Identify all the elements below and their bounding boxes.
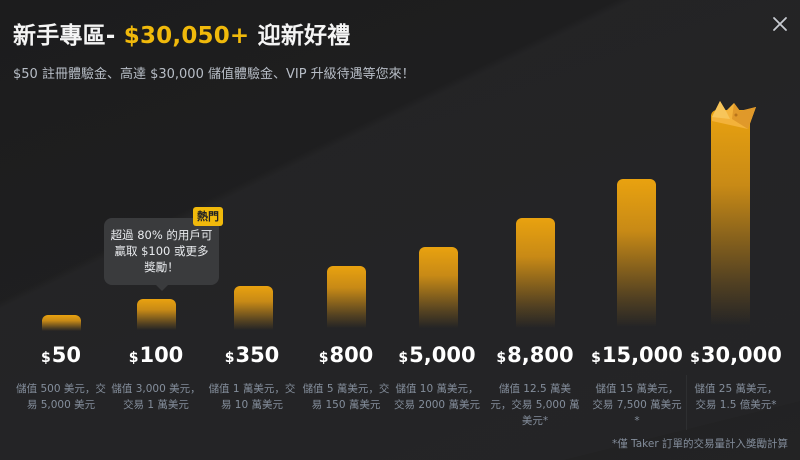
tier-amount: $8,800 [496, 343, 574, 367]
crown-icon [712, 101, 756, 129]
footnote: *僅 Taker 訂單的交易量計入獎勵計算 [611, 438, 788, 450]
tier-description: 儲值 5 萬美元，交易 150 萬美元 [302, 383, 390, 411]
tier-bar-800 [327, 266, 366, 328]
tier-amount: $5,000 [398, 343, 476, 367]
modal-subtitle: $50 註冊體驗金、高達 $30,000 儲值體驗金、VIP 升級待遇等您來！ [13, 67, 415, 82]
hot-badge: 熱門 [193, 207, 223, 226]
title-suffix: 迎新好禮 [249, 23, 351, 49]
tier-description: 儲值 3,000 美元，交易 1 萬美元 [111, 383, 201, 411]
tooltip-line-2: 贏取 $100 或更多 [114, 244, 209, 258]
tier-amount: $15,000 [591, 343, 683, 367]
tier-column: $15,000 儲值 15 萬美元，交易 7,500 萬美元* [587, 340, 687, 429]
tier-column: $350 儲值 1 萬美元，交易 10 萬美元 [202, 340, 302, 413]
popular-tooltip: 超過 80% 的用戶可 贏取 $100 或更多 獎勵！ [104, 218, 219, 291]
tooltip-line-1: 超過 80% 的用戶可 [110, 228, 213, 242]
tier-column: $5,000 儲值 10 萬美元，交易 2000 萬美元 [387, 340, 487, 413]
tier-description: 儲值 15 萬美元，交易 7,500 萬美元* [592, 383, 682, 427]
tier-bar-30000 [711, 110, 750, 325]
close-icon [773, 17, 787, 31]
tier-bar-5000 [419, 247, 458, 328]
tier-amount: $100 [128, 343, 184, 367]
title-prefix: 新手專區- [13, 23, 124, 49]
tier-column: $50 儲值 500 美元，交易 5,000 美元 [11, 340, 111, 413]
tier-bar-100 [137, 299, 176, 330]
tier-amount: $800 [318, 343, 374, 367]
modal-title: 新手專區- $30,050+ 迎新好禮 [13, 16, 350, 50]
tier-column: $30,000 儲值 25 萬美元，交易 1.5 億美元* [686, 340, 786, 413]
tooltip-line-3: 獎勵！ [144, 260, 179, 274]
tier-bar-8800 [516, 218, 555, 328]
tier-description: 儲值 10 萬美元，交易 2000 萬美元 [394, 383, 480, 411]
tier-bar-50 [42, 315, 81, 331]
tier-column: $100 儲值 3,000 美元，交易 1 萬美元 [106, 340, 206, 413]
title-accent-amount: $30,050+ [123, 23, 250, 49]
close-button[interactable] [768, 12, 792, 36]
tier-column: $8,800 儲值 12.5 萬美元，交易 5,000 萬美元* [485, 340, 585, 429]
tier-amount: $30,000 [690, 343, 782, 367]
tier-description: 儲值 12.5 萬美元，交易 5,000 萬美元* [490, 383, 580, 427]
tier-bar-15000 [617, 179, 656, 327]
tier-description: 儲值 25 萬美元，交易 1.5 億美元* [694, 383, 778, 411]
tier-description: 儲值 1 萬美元，交易 10 萬美元 [208, 383, 296, 411]
column-divider [686, 375, 687, 430]
tier-amount: $350 [224, 343, 280, 367]
tier-amount: $50 [41, 343, 81, 367]
tier-description: 儲值 500 美元，交易 5,000 美元 [16, 383, 106, 411]
tier-bar-350 [234, 286, 273, 330]
tier-column: $800 儲值 5 萬美元，交易 150 萬美元 [296, 340, 396, 413]
